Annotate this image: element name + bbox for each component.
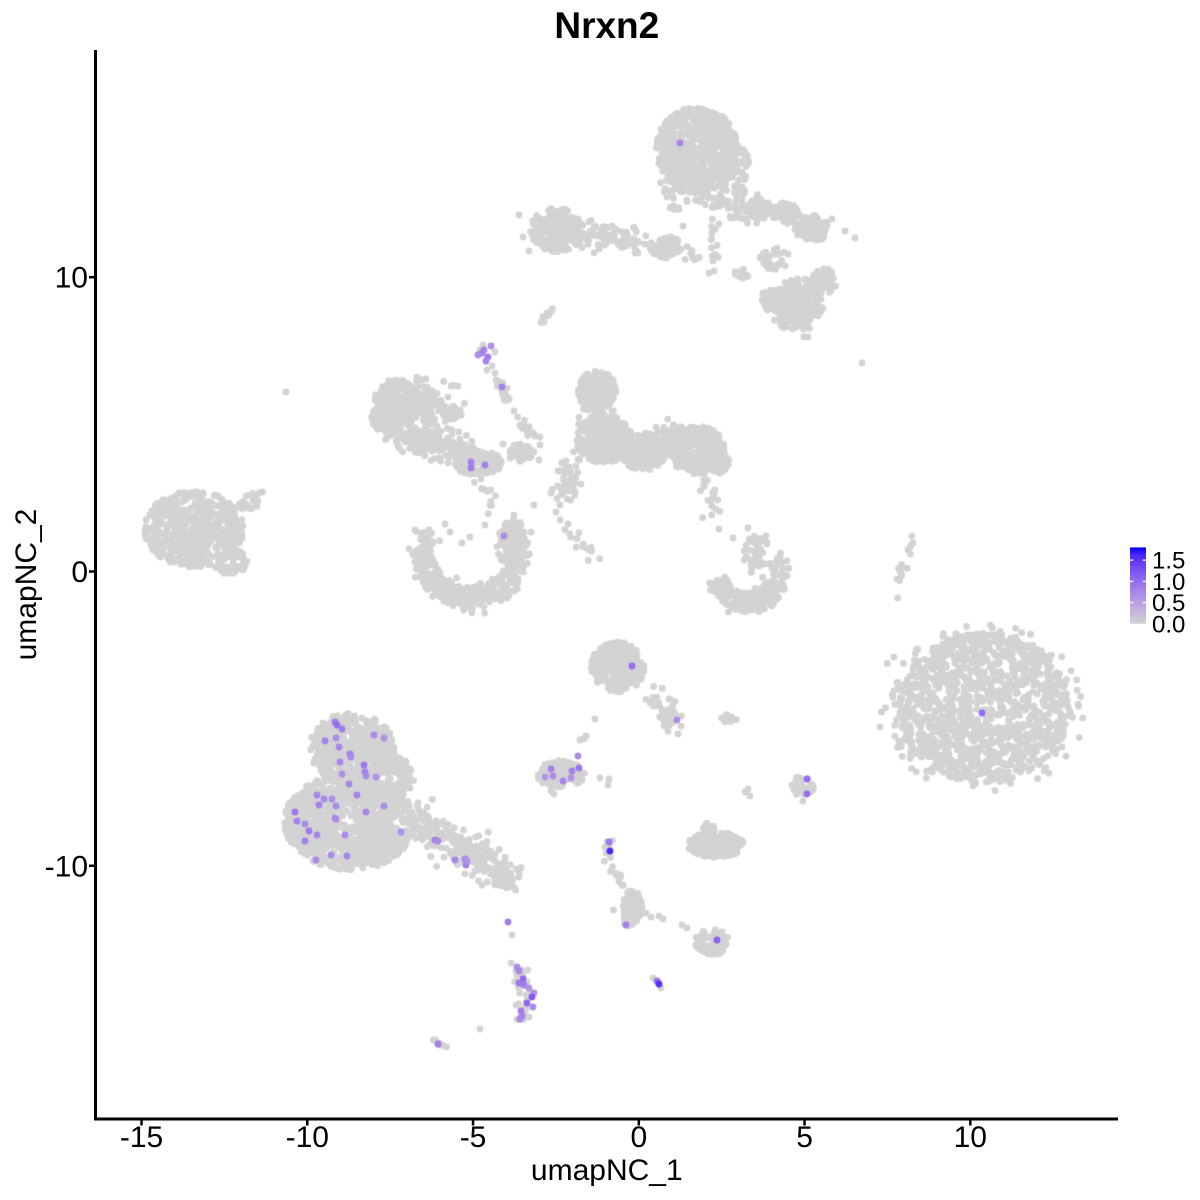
x-axis-ticks: -15 -10 -5 0 5 10 bbox=[120, 1120, 987, 1154]
colorbar-labels: 1.51.00.50.0 bbox=[1152, 548, 1185, 639]
axis-lines bbox=[94, 50, 1118, 1121]
x-tick-label: 0 bbox=[630, 1121, 647, 1154]
y-tick-label: 10 bbox=[55, 262, 88, 295]
y-axis-ticks: 10 0 -10 bbox=[45, 262, 94, 883]
x-tick-label: -5 bbox=[460, 1121, 487, 1154]
x-tick-label: -15 bbox=[120, 1121, 163, 1154]
y-axis-title: umapNC_2 bbox=[10, 509, 43, 661]
plot-title: Nrxn2 bbox=[554, 5, 659, 46]
x-tick-label: 10 bbox=[954, 1121, 987, 1154]
x-tick-label: 5 bbox=[796, 1121, 813, 1154]
colorbar-ticks bbox=[1130, 559, 1146, 604]
colorbar-tick-label: 1.5 bbox=[1152, 548, 1185, 575]
colorbar-tick-label: 0.5 bbox=[1152, 590, 1185, 617]
colorbar-legend: 1.51.00.50.0 bbox=[1130, 547, 1185, 638]
x-axis-title: umapNC_1 bbox=[531, 1154, 683, 1187]
colorbar-gradient-bar bbox=[1130, 547, 1146, 624]
y-tick-label: -10 bbox=[45, 850, 88, 883]
colorbar-tick-label: 1.0 bbox=[1152, 569, 1185, 596]
y-tick-label: 0 bbox=[71, 556, 88, 589]
x-tick-label: -10 bbox=[286, 1121, 329, 1154]
colorbar-tick-label: 0.0 bbox=[1152, 611, 1185, 638]
